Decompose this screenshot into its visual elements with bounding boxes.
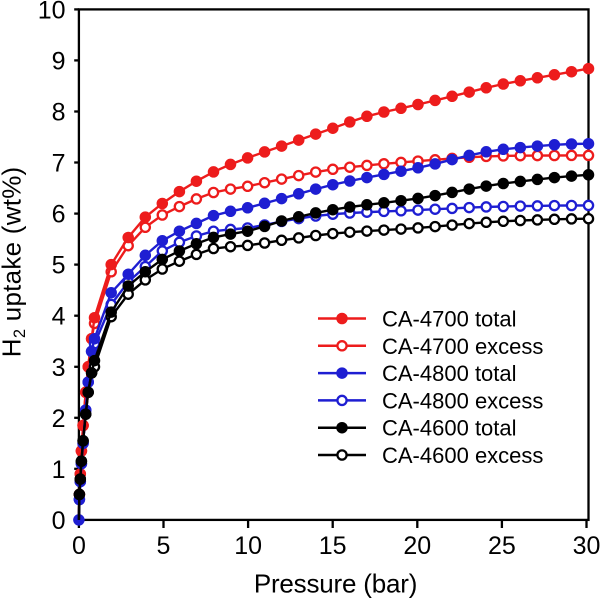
svg-text:7: 7 (52, 150, 66, 178)
svg-text:9: 9 (52, 47, 66, 75)
svg-text:CA-4600 excess: CA-4600 excess (382, 443, 543, 468)
svg-text:CA-4600 total: CA-4600 total (382, 416, 517, 441)
svg-text:10: 10 (38, 0, 66, 24)
svg-text:CA-4800 excess: CA-4800 excess (382, 388, 543, 413)
svg-text:30: 30 (573, 532, 600, 560)
svg-text:5: 5 (157, 532, 171, 560)
svg-text:8: 8 (52, 99, 66, 127)
svg-text:0: 0 (52, 507, 66, 535)
svg-text:15: 15 (319, 532, 347, 560)
svg-text:6: 6 (52, 201, 66, 229)
svg-text:4: 4 (52, 303, 66, 331)
svg-text:25: 25 (488, 532, 516, 560)
svg-text:5: 5 (52, 252, 66, 280)
svg-text:1: 1 (52, 456, 66, 484)
svg-text:20: 20 (403, 532, 431, 560)
svg-text:Pressure (bar): Pressure (bar) (254, 569, 417, 598)
svg-text:CA-4700 total: CA-4700 total (382, 307, 517, 332)
svg-text:2: 2 (52, 405, 66, 433)
svg-text:3: 3 (52, 354, 66, 382)
svg-text:CA-4700 excess: CA-4700 excess (382, 334, 543, 359)
svg-text:H2 uptake (wt%): H2 uptake (wt%) (0, 167, 29, 358)
svg-text:10: 10 (234, 532, 262, 560)
svg-text:0: 0 (72, 532, 86, 560)
svg-text:CA-4800 total: CA-4800 total (382, 361, 517, 386)
